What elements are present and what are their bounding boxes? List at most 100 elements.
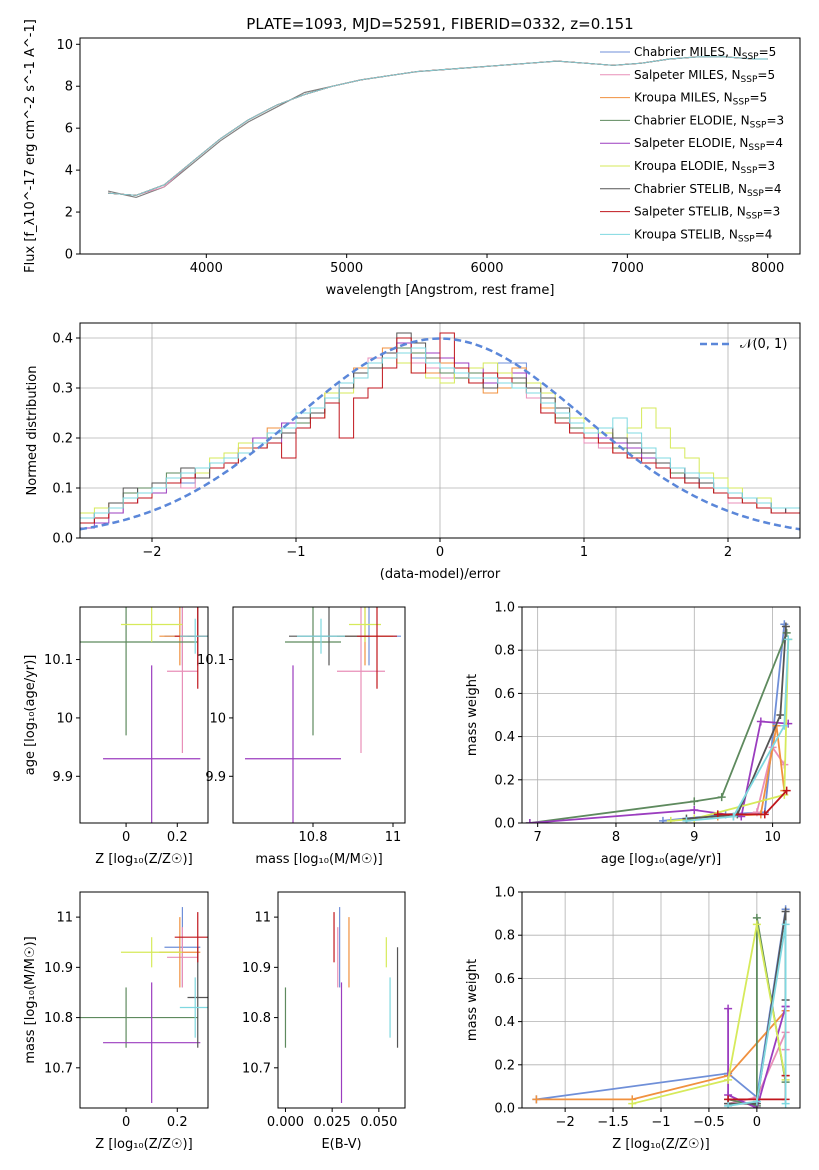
x-tick-label: 0.050 xyxy=(360,1115,397,1130)
y-tick-label: 1.0 xyxy=(494,886,515,901)
panel-mass-age: 10.8 11 9.9 10 10.1 mass [log₁₀(M/M☉)] xyxy=(197,606,406,867)
x-axis-label: mass [log₁₀(M/M☉)] xyxy=(255,852,382,867)
y-axis-label: age [log₁₀(age/yr)] xyxy=(23,655,38,776)
weight-marker xyxy=(781,920,790,929)
weight-marker xyxy=(781,622,790,631)
weight-line xyxy=(727,1006,787,1108)
figure-title: PLATE=1093, MJD=52591, FIBERID=0332, z=0… xyxy=(246,15,633,33)
weight-marker xyxy=(658,816,667,823)
legend: Chabrier MILES, NSSP=5 Salpeter MILES, NS… xyxy=(600,45,784,244)
x-axis-label: Z [log₁₀(Z/Z☉)] xyxy=(612,1137,709,1152)
y-tick-label: 10.7 xyxy=(44,1061,73,1076)
weight-marker xyxy=(724,1101,733,1108)
y-axis-label: mass weight xyxy=(465,959,480,1041)
y-tick-label: 0.1 xyxy=(52,482,73,497)
x-tick-label: 7000 xyxy=(611,261,644,276)
normal-curve xyxy=(80,337,800,531)
x-tick-label: 0 xyxy=(436,545,444,560)
legend-label: Chabrier STELIB, NSSP=4 xyxy=(634,182,782,199)
y-tick-label: 8 xyxy=(65,80,73,95)
y-tick-label: 6 xyxy=(65,122,73,137)
x-tick-label: 0.025 xyxy=(314,1115,351,1130)
y-tick-label: 9.9 xyxy=(205,770,226,785)
axes-frame xyxy=(79,37,801,255)
weight-marker xyxy=(690,806,699,815)
panel-residuals: 𝒩(0, 1) −2 −1 0 1 2 0.0 0.1 0.2 0.3 0.4 (data-model… xyxy=(25,322,801,582)
weight-marker xyxy=(666,816,675,823)
weight-line xyxy=(529,632,788,823)
panel-age-weight: 7 8 9 10 0.0 0.2 0.4 0.6 0.8 1.0 age [log₁₀(age/yr… xyxy=(465,601,801,867)
y-tick-label: 11 xyxy=(254,911,271,926)
weight-marker xyxy=(525,819,534,823)
x-axis-label: (data-model)/error xyxy=(380,567,501,582)
x-tick-label: −2 xyxy=(142,545,161,560)
panel-z-mass: 0 0.2 10.7 10.8 10.9 11 Z [log₁₀(Z/Z☉)] mass [l… xyxy=(23,891,209,1152)
x-tick-label: 10.8 xyxy=(299,830,328,845)
weight-line xyxy=(670,639,790,822)
weight-marker xyxy=(782,628,791,637)
weight-marker xyxy=(724,1075,733,1084)
legend-label: Salpeter STELIB, NSSP=3 xyxy=(634,205,780,222)
y-tick-label: 0.0 xyxy=(494,817,515,832)
weight-marker xyxy=(717,793,726,802)
y-tick-label: 9.9 xyxy=(52,770,73,785)
plot-area xyxy=(80,332,800,538)
legend-label: Chabrier MILES, NSSP=5 xyxy=(634,45,776,62)
histogram-step xyxy=(80,357,800,538)
x-axis-label: Z [log₁₀(Z/Z☉)] xyxy=(95,1137,192,1152)
x-tick-label: 1 xyxy=(580,545,588,560)
panel-ebv-mass: 0.000 0.025 0.050 10.7 10.8 10.9 11 E(B-V) xyxy=(242,891,406,1152)
weight-marker xyxy=(729,812,738,821)
y-tick-label: 0.6 xyxy=(494,972,515,987)
y-tick-label: 4 xyxy=(65,164,73,179)
y-tick-label: 11 xyxy=(56,911,73,926)
y-tick-label: 10.1 xyxy=(44,653,73,668)
panel-spectrum: Chabrier MILES, NSSP=5 Salpeter MILES, NS… xyxy=(23,19,801,298)
panel-z-age: 0 0.2 9.9 10 10.1 Z [log₁₀(Z/Z☉)] age [log₁₀(a… xyxy=(23,606,209,867)
x-tick-label: 0 xyxy=(122,830,130,845)
weight-marker xyxy=(756,717,765,726)
x-axis-label: wavelength [Angstrom, rest frame] xyxy=(326,283,555,298)
weight-marker xyxy=(532,1095,541,1104)
y-tick-label: 0.0 xyxy=(52,532,73,547)
y-tick-label: 0.4 xyxy=(494,730,515,745)
x-tick-label: 6000 xyxy=(470,261,503,276)
plot-area xyxy=(284,907,399,1103)
plot-area xyxy=(532,905,790,1108)
x-tick-label: 11 xyxy=(385,830,402,845)
y-tick-label: 0.6 xyxy=(494,687,515,702)
y-tick-label: 10.8 xyxy=(242,1011,271,1026)
y-axis-label: mass [log₁₀(M/M☉)] xyxy=(23,936,38,1063)
x-tick-label: 0.2 xyxy=(167,1115,188,1130)
x-tick-label: 0.000 xyxy=(267,1115,304,1130)
legend-label: Salpeter ELODIE, NSSP=4 xyxy=(634,136,783,153)
y-tick-label: 0.0 xyxy=(494,1102,515,1117)
legend-label: Salpeter MILES, NSSP=5 xyxy=(634,68,775,85)
weight-line xyxy=(686,626,787,820)
y-tick-label: 0.8 xyxy=(494,644,515,659)
weight-marker xyxy=(781,1099,790,1108)
plot-area xyxy=(80,607,208,823)
weight-line xyxy=(686,639,790,822)
axes-frame xyxy=(79,891,209,1109)
x-axis-label: E(B-V) xyxy=(321,1137,361,1152)
x-tick-label: 8 xyxy=(612,830,620,845)
plot-area xyxy=(245,607,401,823)
y-axis-label: Normed distribution xyxy=(25,366,40,496)
x-tick-label: 4000 xyxy=(190,261,223,276)
x-tick-label: −1 xyxy=(286,545,305,560)
y-tick-label: 10.1 xyxy=(197,653,226,668)
weight-marker xyxy=(713,810,722,819)
panel-z-weight: −2 −1.5 −1 −0.5 0 0.0 0.2 0.4 0.6 0.8 1.0 Z [log₁₀(… xyxy=(465,886,801,1152)
x-tick-label: 7 xyxy=(534,830,542,845)
y-tick-label: 0.3 xyxy=(52,382,73,397)
weight-marker xyxy=(752,920,761,929)
axes-frame xyxy=(232,606,406,824)
y-tick-label: 10 xyxy=(209,711,226,726)
x-tick-label: 10 xyxy=(764,830,781,845)
x-tick-label: 2 xyxy=(724,545,732,560)
y-tick-label: 0.4 xyxy=(52,332,73,347)
panels: Chabrier MILES, NSSP=5 Salpeter MILES, NS… xyxy=(23,19,801,1152)
weight-marker xyxy=(776,711,785,719)
